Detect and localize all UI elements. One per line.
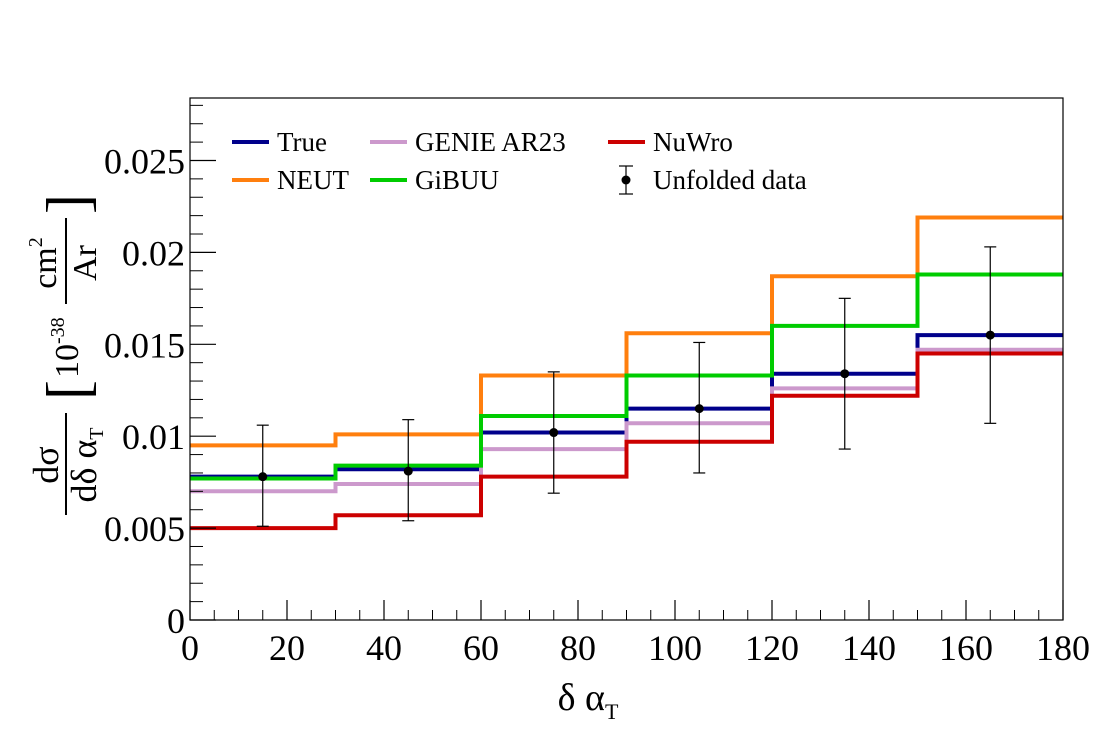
y-title-unit-scale: 10-38	[47, 317, 86, 378]
x-tick-label: 60	[463, 628, 499, 668]
data-marker	[403, 466, 413, 476]
y-axis-title: dσ dδ αT [ 10-38 cm2 Ar ]	[25, 194, 108, 515]
data-point	[402, 419, 415, 522]
y-title-bracket-left: [	[35, 380, 101, 400]
y-title-denominator: dδ αT	[64, 427, 108, 502]
y-title-denominator-main: dδ α	[64, 440, 104, 503]
data-point	[984, 246, 997, 424]
legend-label: NEUT	[277, 165, 349, 195]
legend-marker-icon	[621, 175, 631, 185]
data-marker	[840, 369, 850, 379]
axis-ticks: 0 20 40 60 80 100 120 140 160 180 0 0.005 0.01 0.015 0…	[104, 104, 1090, 668]
data-points-layer	[256, 246, 997, 527]
y-title-unit-numerator-sup: 2	[25, 237, 47, 247]
x-tick-label: 20	[269, 628, 305, 668]
x-tick-label: 40	[366, 628, 402, 668]
series-line-neut	[190, 215, 1063, 448]
x-tick-label: 120	[745, 628, 799, 668]
data-marker	[694, 404, 704, 414]
data-point	[838, 297, 851, 450]
data-marker	[985, 330, 995, 340]
legend-label: Unfolded data	[653, 165, 807, 195]
y-title-bracket-right: ]	[35, 194, 101, 214]
y-tick-label: 0.025	[104, 141, 185, 181]
y-tick-label: 0.005	[104, 509, 185, 549]
y-title-unit-numerator-main: cm	[27, 247, 64, 289]
series-line-gibuu	[190, 272, 1063, 481]
x-tick-label: 180	[1036, 628, 1090, 668]
y-tick-label: 0	[167, 601, 185, 641]
y-title-numerator: dσ	[26, 446, 66, 483]
x-tick-label: 80	[560, 628, 596, 668]
y-tick-label: 0.01	[122, 417, 185, 457]
legend-entry: NuWro	[608, 127, 733, 157]
data-point	[547, 371, 560, 494]
y-title-unit-denominator: Ar	[67, 244, 104, 281]
legend-entry: Unfolded data	[619, 165, 807, 195]
y-title-unit-scale-exp: -38	[47, 317, 69, 344]
x-axis-title-sub: T	[605, 699, 619, 724]
legend-entry: GiBUU	[370, 165, 499, 195]
legend-entry: NEUT	[232, 165, 349, 195]
x-tick-label: 140	[842, 628, 896, 668]
y-title-unit-numerator: cm2	[25, 237, 64, 289]
x-axis-title-main: δ α	[558, 677, 605, 719]
data-marker	[549, 428, 559, 438]
data-marker	[258, 472, 268, 482]
x-axis-title: δ αT	[558, 677, 619, 724]
legend-label: True	[277, 127, 327, 157]
x-tick-label: 160	[939, 628, 993, 668]
x-tick-label: 0	[181, 628, 199, 668]
legend-label: GiBUU	[415, 165, 499, 195]
data-point	[693, 341, 706, 474]
y-title-unit-scale-base: 10	[49, 344, 86, 378]
x-tick-label: 100	[648, 628, 702, 668]
legend-entry: True	[232, 127, 327, 157]
data-point	[256, 424, 269, 527]
legend: True GENIE AR23 NuWro NEUT GiBUU Unfolded dat…	[232, 127, 807, 195]
y-tick-label: 0.015	[104, 325, 185, 365]
plot-series-layer	[190, 215, 1063, 531]
y-title-denominator-sub: T	[86, 427, 108, 439]
legend-entry: GENIE AR23	[370, 127, 566, 157]
legend-label: GENIE AR23	[415, 127, 566, 157]
legend-label: NuWro	[653, 127, 733, 157]
series-line-nuwro	[190, 351, 1063, 531]
y-tick-label: 0.02	[122, 233, 185, 273]
